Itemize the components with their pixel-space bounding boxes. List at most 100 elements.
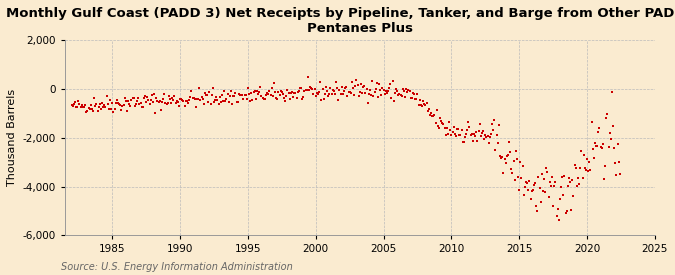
Point — [462, 128, 472, 133]
Point — [153, 100, 164, 104]
Point — [340, 86, 350, 90]
Point — [398, 87, 408, 91]
Point — [429, 113, 440, 117]
Point — [421, 101, 432, 106]
Point — [123, 99, 134, 104]
Point — [105, 98, 115, 102]
Point — [294, 86, 305, 90]
Point — [426, 111, 437, 115]
Point — [244, 92, 254, 96]
Point — [187, 96, 198, 101]
Point — [74, 102, 85, 106]
Point — [72, 104, 82, 109]
Point — [510, 149, 521, 153]
Point — [292, 89, 303, 94]
Point — [207, 93, 217, 98]
Point — [242, 97, 252, 101]
Point — [116, 108, 127, 112]
Point — [473, 129, 484, 133]
Point — [488, 128, 499, 132]
Point — [413, 103, 424, 107]
Point — [193, 96, 204, 101]
Point — [117, 104, 128, 109]
Point — [527, 188, 538, 192]
Point — [182, 99, 192, 103]
Point — [356, 90, 367, 95]
Point — [115, 102, 126, 107]
Point — [537, 172, 547, 176]
Point — [404, 89, 415, 93]
Point — [612, 142, 623, 147]
Point — [280, 98, 291, 103]
Point — [127, 96, 138, 100]
Point — [376, 93, 387, 97]
Point — [489, 118, 500, 122]
Point — [400, 94, 410, 99]
Point — [368, 94, 379, 99]
Point — [196, 95, 207, 100]
Point — [491, 133, 502, 138]
Point — [457, 140, 468, 145]
Point — [452, 126, 462, 131]
Point — [430, 121, 441, 125]
Point — [202, 93, 213, 97]
Point — [532, 208, 543, 213]
Point — [336, 85, 347, 89]
Point — [254, 90, 265, 94]
Point — [604, 131, 615, 136]
Point — [217, 99, 228, 104]
Point — [272, 97, 283, 101]
Point — [249, 88, 260, 93]
Point — [529, 183, 539, 188]
Point — [341, 84, 352, 89]
Point — [586, 120, 597, 124]
Point — [289, 90, 300, 95]
Point — [178, 98, 189, 103]
Point — [602, 112, 613, 116]
Point — [456, 128, 467, 132]
Point — [497, 155, 508, 159]
Point — [574, 182, 585, 186]
Point — [408, 92, 419, 97]
Point — [261, 93, 271, 98]
Point — [245, 99, 256, 103]
Point — [554, 196, 565, 201]
Point — [609, 146, 620, 150]
Point — [566, 208, 576, 213]
Point — [378, 87, 389, 92]
Point — [454, 133, 464, 137]
Point — [518, 193, 529, 197]
Point — [184, 98, 194, 102]
Point — [228, 94, 239, 98]
Point — [165, 100, 176, 105]
Point — [167, 96, 178, 100]
Point — [559, 174, 570, 178]
Point — [366, 93, 377, 97]
Point — [572, 176, 583, 180]
Point — [240, 93, 251, 97]
Point — [346, 80, 357, 84]
Point — [71, 104, 82, 109]
Point — [543, 194, 554, 199]
Point — [232, 100, 242, 104]
Point — [420, 103, 431, 107]
Point — [256, 94, 267, 98]
Point — [356, 82, 367, 86]
Point — [410, 96, 421, 101]
Point — [248, 90, 259, 94]
Point — [562, 183, 573, 188]
Point — [171, 99, 182, 104]
Point — [349, 93, 360, 98]
Point — [192, 97, 202, 101]
Point — [440, 133, 451, 137]
Point — [485, 135, 495, 139]
Point — [96, 107, 107, 112]
Point — [68, 104, 78, 109]
Point — [367, 79, 377, 84]
Point — [502, 153, 513, 158]
Point — [475, 134, 486, 138]
Point — [414, 98, 425, 103]
Point — [326, 92, 337, 97]
Point — [522, 181, 533, 186]
Point — [239, 93, 250, 97]
